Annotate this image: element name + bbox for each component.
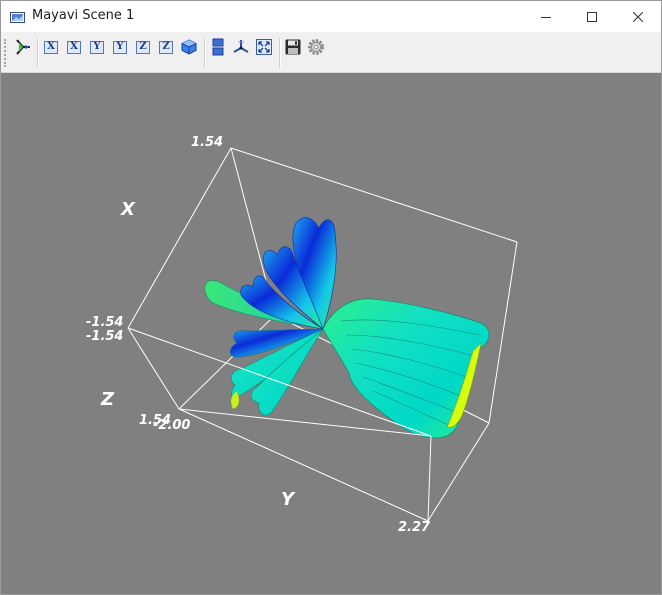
toolbar-separator [204,38,206,68]
x-min-tick: -1.54 [86,315,123,330]
surface-mesh [204,217,490,439]
view-z-plus-button[interactable]: Z [133,37,153,57]
view-x-plus-icon: X [44,40,58,54]
save-button[interactable] [283,37,303,57]
scene-canvas[interactable]: X Z Y 1.54 -1.54 -1.54 1.54 -2.00 2.27 [1,73,661,594]
outline-edge [127,327,180,410]
outline-edge [178,408,429,522]
z-axis-label: Z [100,389,115,410]
outline-box-front [127,327,490,522]
surface-lobe [446,342,482,428]
view-z-minus-icon: Z [159,40,173,54]
outline-edge [427,435,432,522]
outline-edge [178,408,432,437]
parallel-projection-button[interactable] [208,37,228,57]
y-max-tick: 2.27 [398,520,431,535]
mayavi-scene-icon [10,10,25,23]
surface-ribs [340,319,480,428]
view-y-minus-button[interactable]: Y [110,37,130,57]
view-y-plus-icon: Y [90,40,104,54]
outline-edge [127,327,432,437]
surface-lobe [229,328,324,358]
close-button[interactable] [615,1,661,32]
view-y-minus-icon: Y [113,40,127,54]
window-title: Mayavi Scene 1 [32,8,135,23]
view-x-plus-button[interactable]: X [41,37,61,57]
toggle-axes-button[interactable] [231,37,251,57]
minimize-icon [541,16,551,18]
close-icon [633,11,643,22]
toolbar-separator [37,38,39,68]
configure-button[interactable] [306,37,326,57]
surface-lobe [250,328,324,416]
surface-lobe [322,298,490,439]
surface-lobe [292,217,337,330]
scene-toolbar: X X Y Y Z Z [1,32,661,73]
full-screen-button[interactable] [254,37,274,57]
outline-edge [230,147,518,243]
y-min-tick: -2.00 [153,418,190,433]
surface-lobe [230,390,240,410]
y-axis-label: Y [281,489,296,510]
toggle-axes-icon [233,40,249,53]
configure-icon [308,39,324,55]
view-z-minus-button[interactable]: Z [156,37,176,57]
z-min-tick: -1.54 [86,329,123,344]
z-max-tick: 1.54 [139,413,171,428]
maximize-button[interactable] [569,1,615,32]
surface-lobe [262,246,324,330]
toolbar-grip[interactable] [4,39,9,67]
mayavi-pipeline-button[interactable] [13,37,33,57]
title-bar[interactable]: Mayavi Scene 1 [1,1,661,32]
parallel-projection-icon [212,38,224,56]
mayavi-pipeline-icon [16,39,30,55]
surface-lobe [240,275,324,330]
full-screen-icon [256,39,272,55]
x-max-tick: 1.54 [191,135,223,150]
view-y-plus-button[interactable]: Y [87,37,107,57]
view-x-minus-icon: X [67,40,81,54]
toolbar-separator [279,38,281,68]
maximize-icon [587,11,597,22]
isometric-view-button[interactable] [179,37,199,57]
minimize-button[interactable] [523,1,569,32]
isometric-view-icon [181,39,197,55]
render-scene[interactable]: X Z Y 1.54 -1.54 -1.54 1.54 -2.00 2.27 [1,73,661,594]
x-axis-label: X [120,199,136,220]
outline-edge [427,422,490,522]
view-z-plus-icon: Z [136,40,150,54]
outline-edge [488,241,518,424]
view-x-minus-button[interactable]: X [64,37,84,57]
save-icon [285,39,301,55]
outline-edge [127,147,232,329]
